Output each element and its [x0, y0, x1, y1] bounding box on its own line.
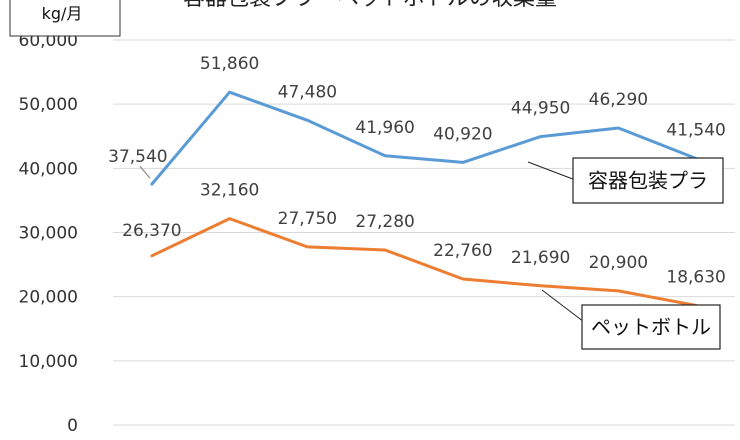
- data-label: 22,760: [433, 241, 492, 261]
- data-labels: 37,540 51,860 47,480 41,960 40,920 44,950 46,2…: [108, 54, 726, 287]
- y-tick-label: 0: [67, 416, 78, 436]
- legend-label: 容器包装プラ: [588, 169, 708, 193]
- legend-leader-line: [541, 289, 589, 326]
- legend-label: ペットボトル: [591, 315, 711, 339]
- data-label: 18,630: [666, 267, 725, 287]
- y-unit-label: kg/月: [42, 4, 83, 23]
- data-label: 27,280: [355, 212, 414, 232]
- data-label-leader: [139, 165, 151, 179]
- data-label: 46,290: [589, 90, 648, 110]
- data-label: 21,690: [511, 248, 570, 268]
- data-label: 37,540: [108, 147, 167, 167]
- y-tick-label: 40,000: [19, 159, 78, 179]
- gridlines: [113, 39, 735, 426]
- series-line-1: [150, 90, 698, 186]
- y-tick-label: 50,000: [19, 95, 78, 115]
- data-label: 51,860: [200, 54, 259, 74]
- data-label: 41,540: [666, 120, 725, 140]
- y-tick-label: 20,000: [19, 288, 78, 308]
- data-label: 47,480: [278, 82, 337, 102]
- legend-leader-line: [527, 161, 579, 182]
- data-label: 20,900: [589, 253, 648, 273]
- y-tick-label: 10,000: [19, 352, 78, 372]
- series-lines: [150, 90, 698, 307]
- data-label: 40,920: [433, 124, 492, 144]
- series-line-2: [150, 217, 698, 307]
- legend-box: [581, 304, 721, 350]
- chart-title: 容器包装プラ・ペットボトルの収集量: [183, 0, 557, 11]
- data-label: 41,960: [355, 118, 414, 138]
- legend-box: [572, 157, 724, 204]
- data-label: 26,370: [122, 221, 181, 241]
- y-tick-label: 30,000: [19, 224, 78, 244]
- y-unit-box: kg/月: [9, 0, 121, 37]
- data-label: 44,950: [511, 99, 570, 119]
- data-label: 32,160: [200, 181, 259, 201]
- data-label: 27,750: [278, 209, 337, 229]
